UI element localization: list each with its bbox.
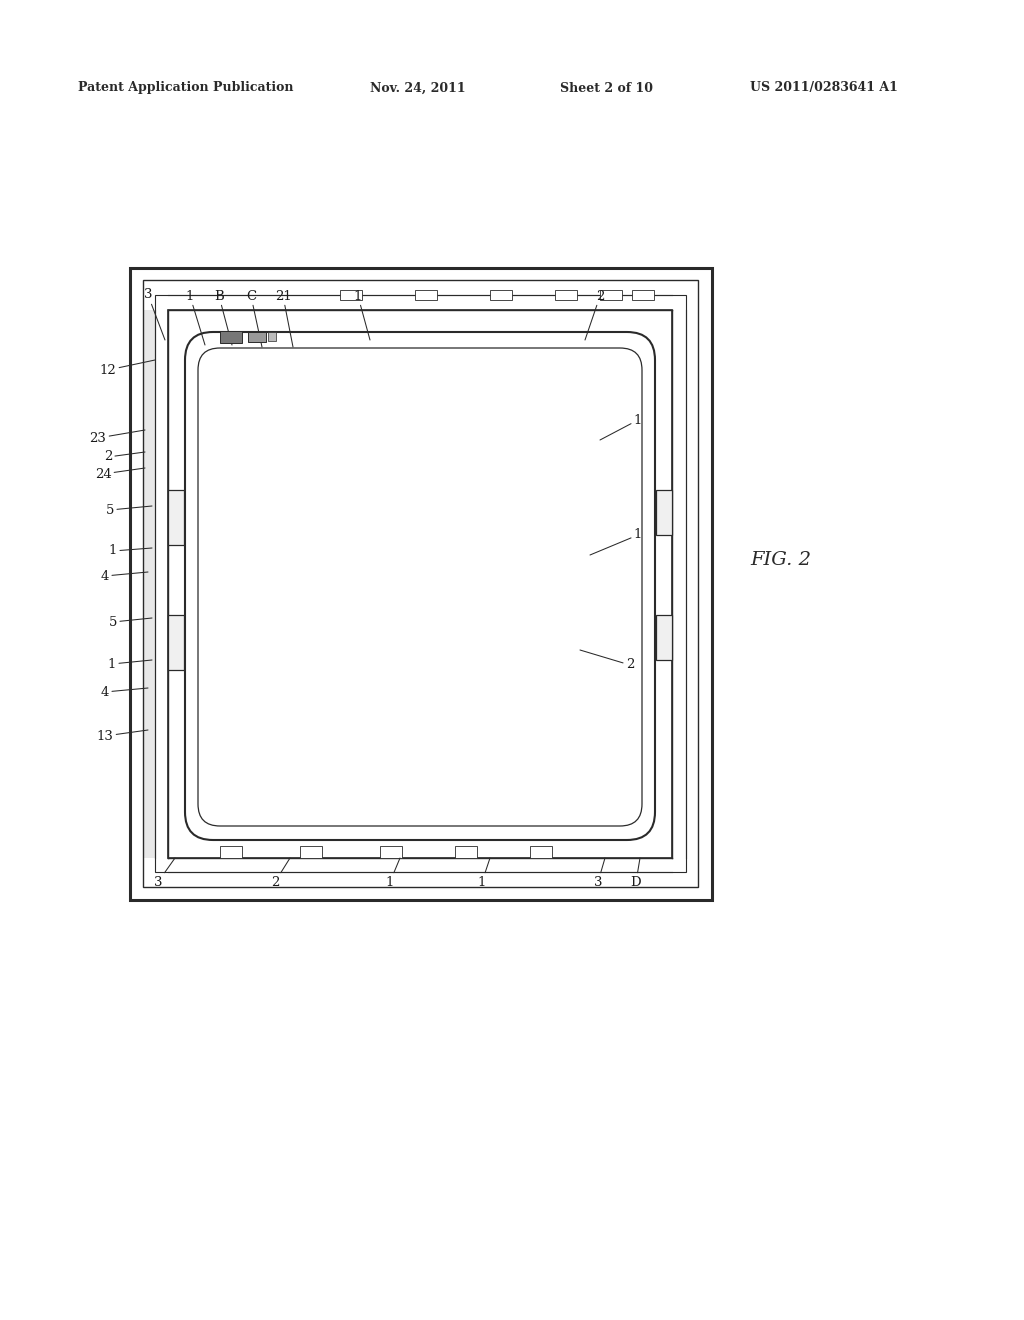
Text: 23: 23 xyxy=(89,430,145,445)
Bar xyxy=(168,490,184,545)
Bar xyxy=(632,290,654,300)
Text: 5: 5 xyxy=(105,503,152,516)
Bar xyxy=(130,268,712,900)
Text: 1: 1 xyxy=(185,289,205,345)
Bar xyxy=(300,846,322,858)
Text: 5: 5 xyxy=(109,615,152,628)
Bar xyxy=(600,290,622,300)
Text: 24: 24 xyxy=(94,467,145,480)
Text: 2: 2 xyxy=(270,858,290,888)
Text: 2: 2 xyxy=(580,649,634,672)
Text: Nov. 24, 2011: Nov. 24, 2011 xyxy=(370,82,466,95)
Text: D: D xyxy=(631,858,641,888)
Text: 2: 2 xyxy=(103,450,145,463)
Bar xyxy=(415,290,437,300)
Text: 21: 21 xyxy=(274,289,293,347)
Text: 12: 12 xyxy=(99,360,155,376)
Text: 1: 1 xyxy=(354,289,370,341)
Bar xyxy=(380,846,402,858)
Text: 4: 4 xyxy=(100,685,148,698)
FancyBboxPatch shape xyxy=(198,348,642,826)
Text: 4: 4 xyxy=(100,569,148,582)
Bar xyxy=(220,846,242,858)
Text: C: C xyxy=(246,289,262,347)
Text: 1: 1 xyxy=(600,413,642,440)
Text: 1: 1 xyxy=(108,657,152,671)
Text: Sheet 2 of 10: Sheet 2 of 10 xyxy=(560,82,653,95)
Bar xyxy=(143,310,155,858)
Text: 3: 3 xyxy=(143,289,165,341)
Bar xyxy=(155,294,686,873)
Bar xyxy=(340,290,362,300)
Text: 1: 1 xyxy=(590,528,642,554)
Bar xyxy=(656,615,672,660)
Bar xyxy=(248,333,266,342)
Bar xyxy=(555,290,577,300)
Bar xyxy=(168,615,184,671)
Text: 1: 1 xyxy=(386,858,400,888)
Bar xyxy=(143,280,698,887)
Bar xyxy=(268,333,276,341)
Text: US 2011/0283641 A1: US 2011/0283641 A1 xyxy=(750,82,898,95)
Bar xyxy=(490,290,512,300)
Text: 3: 3 xyxy=(594,858,605,888)
Bar xyxy=(530,846,552,858)
Text: 1: 1 xyxy=(478,858,490,888)
Bar xyxy=(220,331,242,343)
Bar xyxy=(168,310,672,858)
Bar xyxy=(656,490,672,535)
Text: FIG. 2: FIG. 2 xyxy=(750,550,811,569)
Bar xyxy=(455,846,477,858)
Text: 1: 1 xyxy=(109,544,152,557)
Text: 3: 3 xyxy=(154,858,175,888)
Text: 13: 13 xyxy=(96,730,148,742)
FancyBboxPatch shape xyxy=(185,333,655,840)
Text: B: B xyxy=(214,289,232,345)
Text: 2: 2 xyxy=(585,289,604,341)
Text: Patent Application Publication: Patent Application Publication xyxy=(78,82,294,95)
